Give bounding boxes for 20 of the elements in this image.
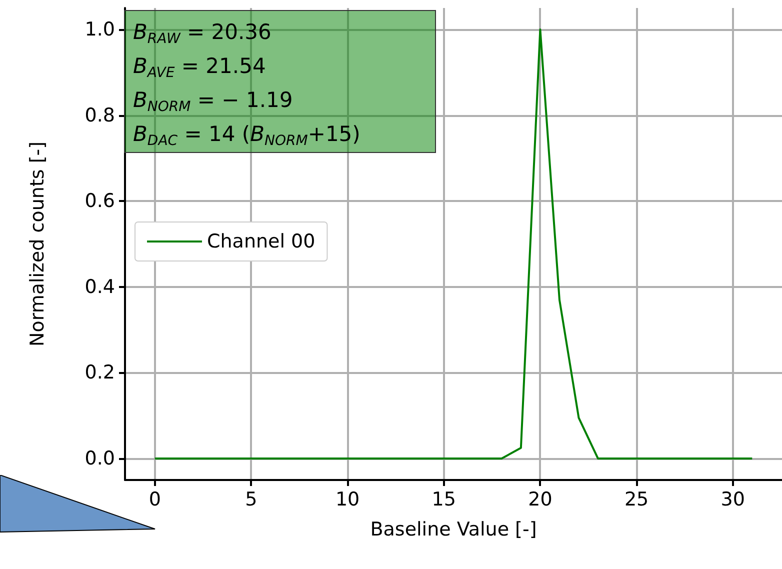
legend-label: Channel 00 xyxy=(207,230,316,252)
x-tick-label: 5 xyxy=(245,488,258,510)
y-tick-label: 1.0 xyxy=(84,18,115,40)
y-tick-label: 0.2 xyxy=(84,362,115,384)
y-tick-label: 0.8 xyxy=(84,104,115,126)
annotation: B$_{AVE}$ = 21.54 xyxy=(133,53,267,83)
annotation: B$_{DAC}$ = 14 (B$_{NORM}$+15) xyxy=(133,121,362,151)
x-tick-label: 15 xyxy=(432,488,456,510)
y-axis-title: Normalized counts [-] xyxy=(26,141,48,347)
x-tick-label: 10 xyxy=(335,488,360,510)
annotation: B$_{RAW}$ = 20.36 xyxy=(133,19,272,49)
annotation: B$_{NORM}$ = − 1.19 xyxy=(133,87,294,117)
y-tick-label: 0.0 xyxy=(84,448,115,470)
x-tick-label: 30 xyxy=(720,488,745,510)
x-tick-label: 20 xyxy=(528,488,552,510)
x-tick-label: 0 xyxy=(148,488,161,510)
x-tick-label: 25 xyxy=(624,488,649,510)
y-tick-label: 0.6 xyxy=(84,190,115,212)
y-tick-label: 0.4 xyxy=(84,276,115,298)
x-axis-title: Baseline Value [-] xyxy=(370,518,537,540)
